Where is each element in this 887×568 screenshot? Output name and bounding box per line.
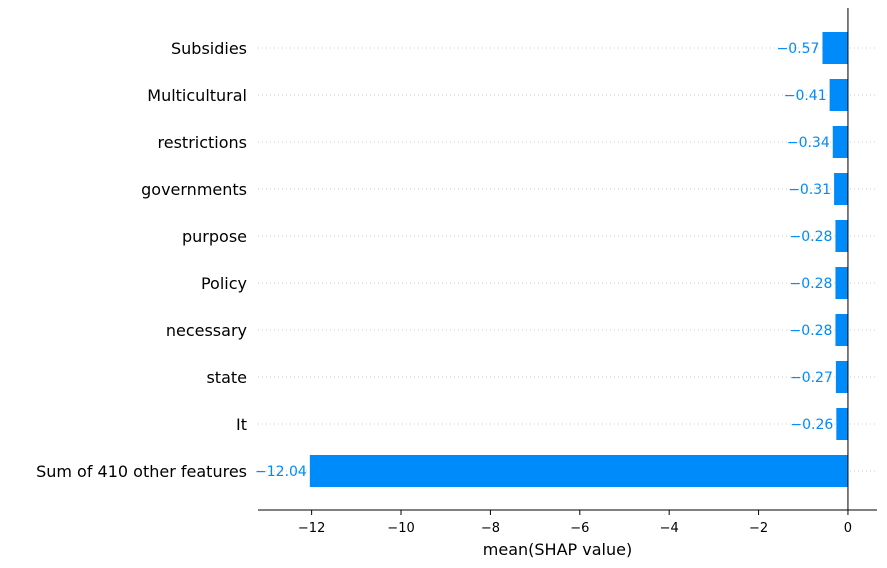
bar bbox=[829, 79, 848, 111]
x-tick-label: −2 bbox=[749, 521, 768, 536]
value-label: −12.04 bbox=[255, 464, 307, 480]
bar bbox=[309, 455, 848, 487]
value-label: −0.28 bbox=[790, 229, 833, 245]
value-label: −0.57 bbox=[777, 41, 820, 57]
value-label: −0.34 bbox=[787, 135, 830, 151]
bar bbox=[822, 32, 848, 64]
bar bbox=[835, 314, 848, 346]
feature-guides bbox=[258, 47, 877, 472]
bar bbox=[835, 267, 848, 299]
bar bbox=[835, 220, 848, 252]
feature-label: Policy bbox=[201, 274, 247, 293]
value-label: −0.27 bbox=[790, 370, 833, 386]
x-tick-label: −4 bbox=[660, 521, 679, 536]
value-label: −0.31 bbox=[788, 182, 831, 198]
bars bbox=[309, 32, 848, 487]
feature-labels: Subsidies Multicultural restrictions govern… bbox=[36, 39, 247, 481]
value-label: −0.28 bbox=[790, 276, 833, 292]
x-axis-title: mean(SHAP value) bbox=[483, 540, 632, 559]
feature-label: restrictions bbox=[158, 133, 247, 152]
x-tick-label: −6 bbox=[570, 521, 589, 536]
feature-label: Subsidies bbox=[171, 39, 247, 58]
x-tick-label: −8 bbox=[481, 521, 500, 536]
bar bbox=[835, 361, 848, 393]
feature-label: It bbox=[236, 415, 247, 434]
value-labels: −0.57 −0.41 −0.34 −0.31 −0.28 −0.28 −0.28 −0.27… bbox=[255, 41, 833, 480]
bar bbox=[832, 126, 848, 158]
feature-label: governments bbox=[141, 180, 247, 199]
x-axis: −12 −10 −8 −6 −4 −2 0 bbox=[258, 509, 877, 536]
value-label: −0.28 bbox=[790, 323, 833, 339]
x-tick-label: 0 bbox=[844, 521, 852, 536]
value-label: −0.41 bbox=[784, 88, 827, 104]
feature-label: Sum of 410 other features bbox=[36, 462, 247, 481]
bar bbox=[836, 408, 848, 440]
x-tick-label: −10 bbox=[387, 521, 414, 536]
feature-label: state bbox=[206, 368, 247, 387]
bar bbox=[834, 173, 848, 205]
feature-label: necessary bbox=[166, 321, 247, 340]
feature-label: purpose bbox=[182, 227, 247, 246]
x-ticks: −12 −10 −8 −6 −4 −2 0 bbox=[298, 510, 852, 536]
feature-label: Multicultural bbox=[147, 86, 247, 105]
value-label: −0.26 bbox=[790, 417, 833, 433]
x-tick-label: −12 bbox=[298, 521, 325, 536]
